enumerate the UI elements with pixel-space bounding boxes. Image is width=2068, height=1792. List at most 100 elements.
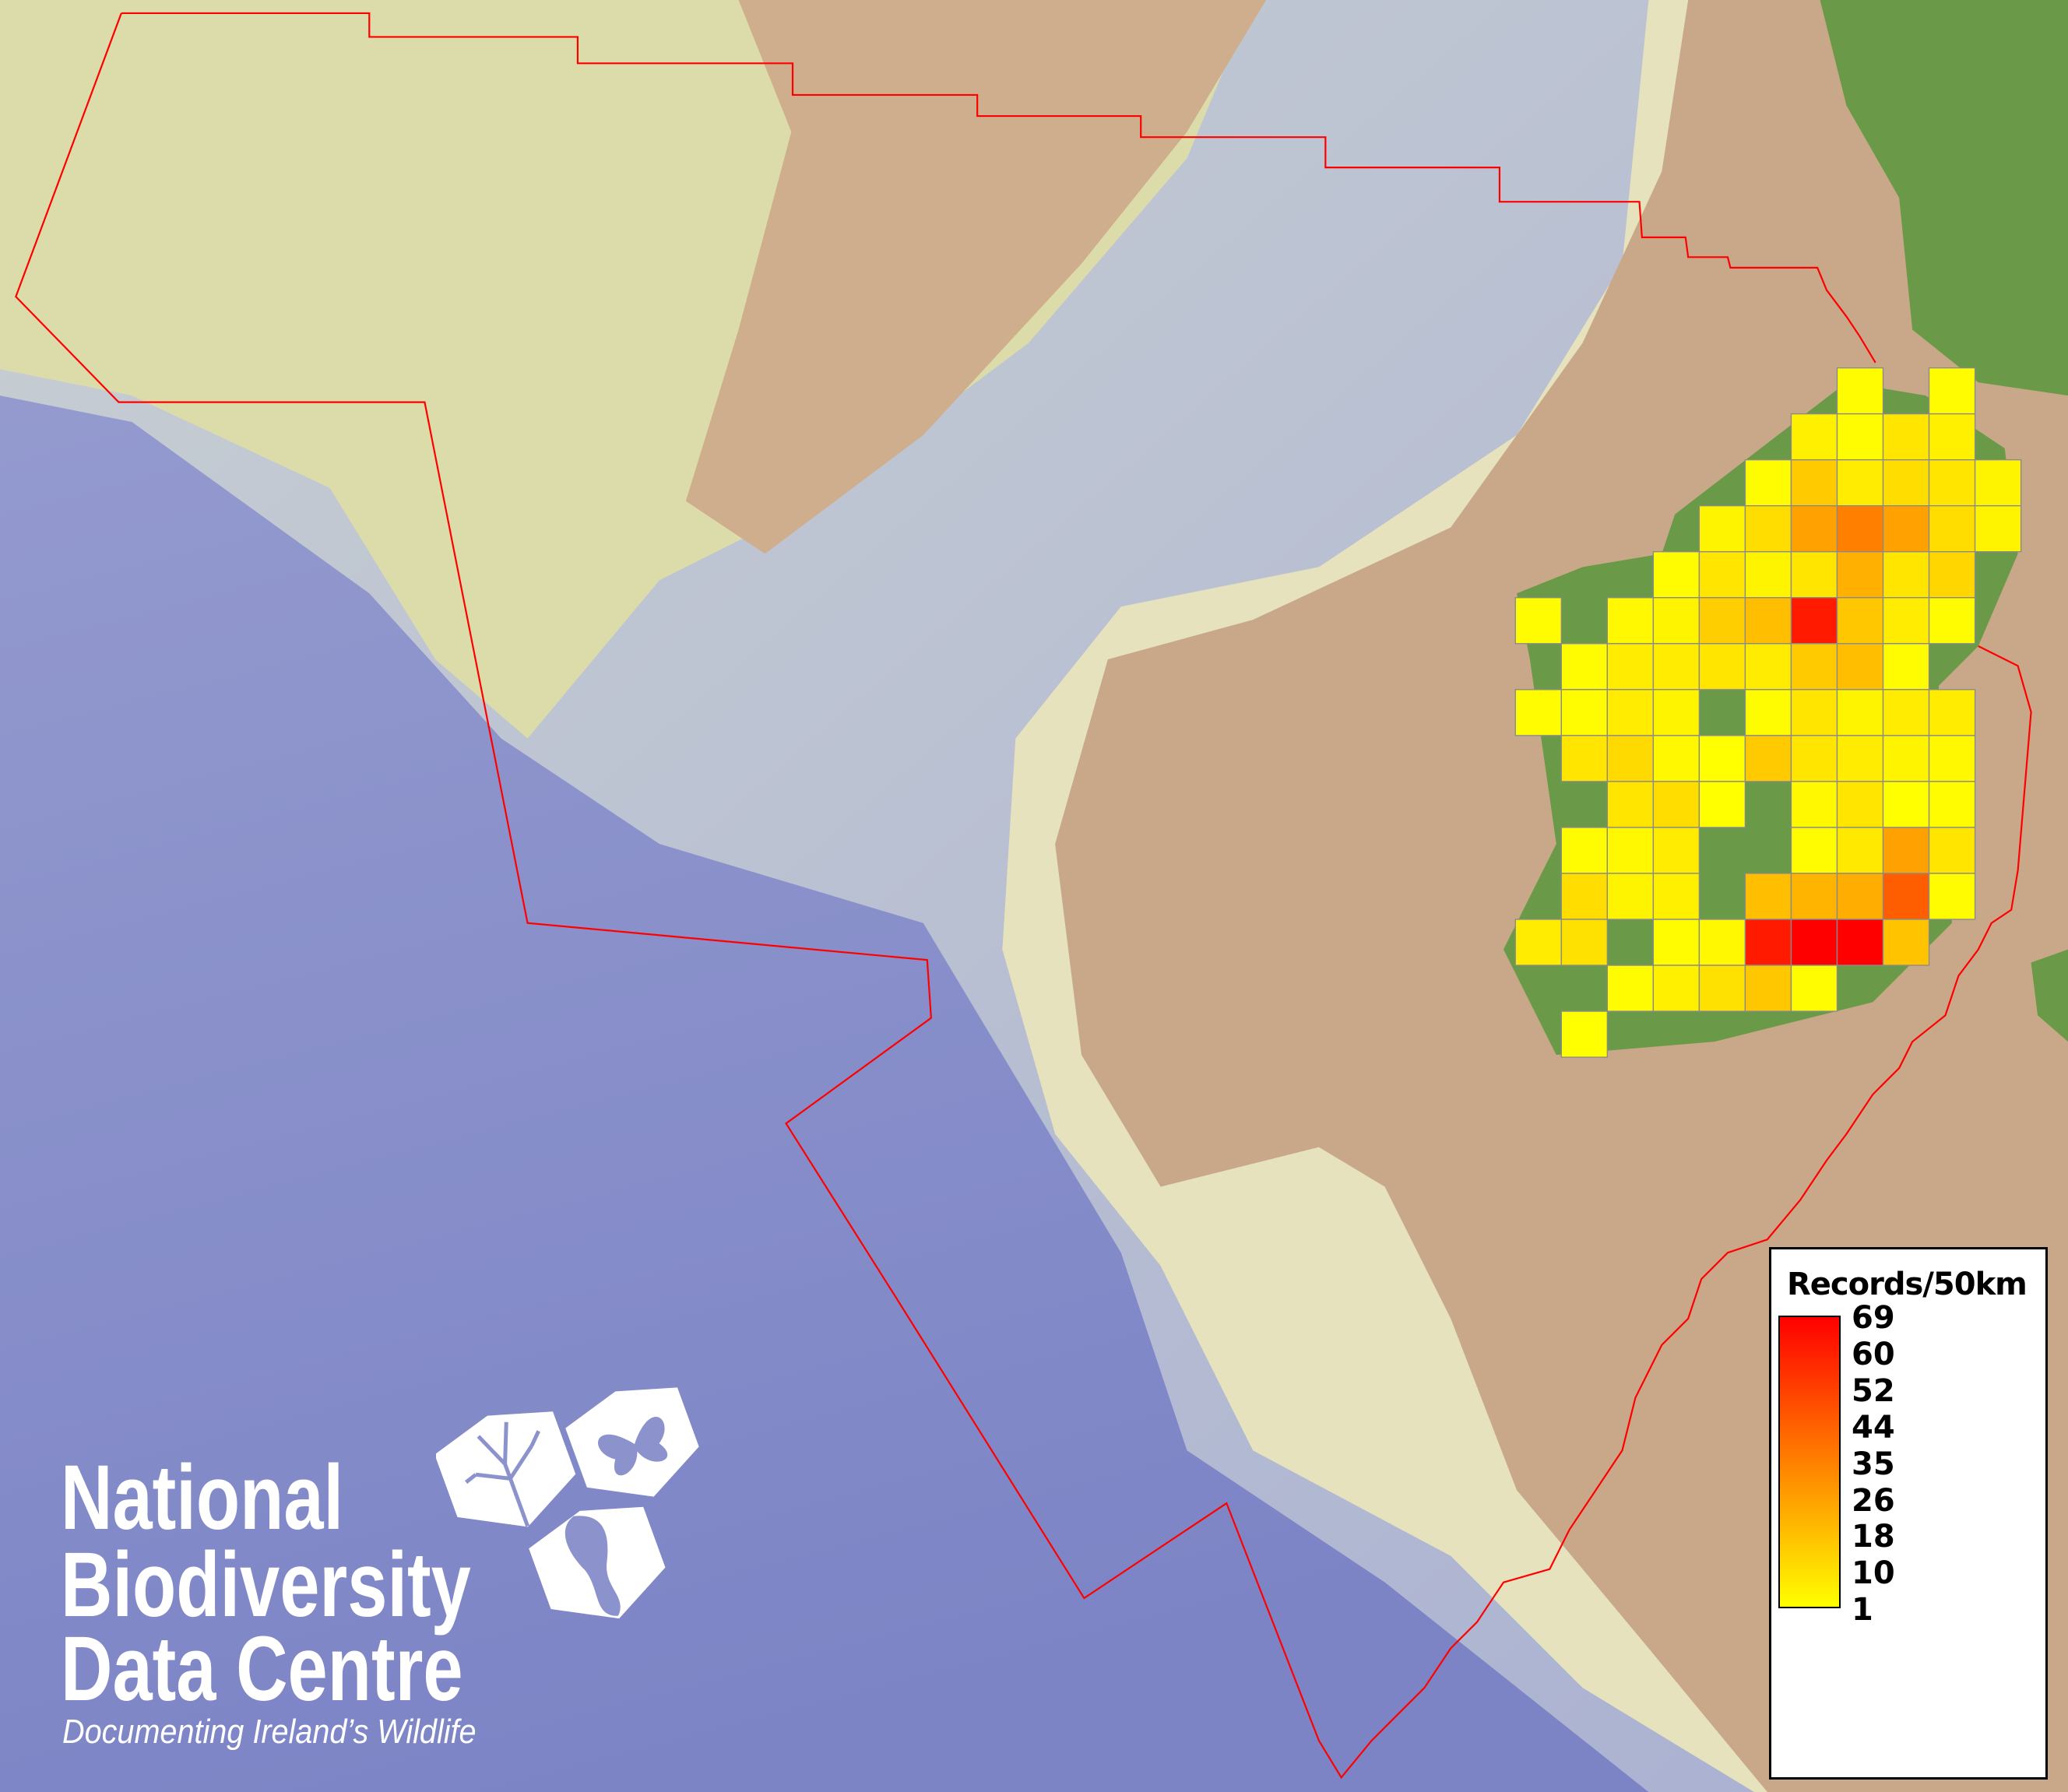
grid-cell <box>1606 643 1655 690</box>
logo-text-data-centre: Data Centre <box>61 1618 463 1720</box>
grid-cell <box>1744 597 1792 645</box>
grid-cell <box>1698 643 1746 690</box>
grid-cell <box>1836 597 1884 645</box>
grid-cell <box>1790 689 1838 736</box>
grid-cell <box>1790 781 1838 828</box>
grid-cell <box>1606 597 1655 645</box>
legend-title: Records/50km <box>1787 1267 2028 1302</box>
grid-cell <box>1790 735 1838 782</box>
grid-cell <box>1882 735 1930 782</box>
grid-cell <box>1882 413 1930 461</box>
legend: Records/50km 69 60 52 44 35 26 18 10 1 <box>1769 1247 2048 1780</box>
grid-cell <box>1514 919 1562 966</box>
grid-cell <box>1744 689 1792 736</box>
grid-cell <box>1652 965 1700 1012</box>
grid-cell <box>1560 735 1609 782</box>
grid-cell <box>1928 367 1976 415</box>
grid-cell <box>1790 873 1838 920</box>
grid-cell <box>1560 827 1609 874</box>
grid-cell <box>1560 643 1609 690</box>
grid-cell <box>1606 965 1655 1012</box>
grid-cell <box>1836 781 1884 828</box>
grid-cell <box>1606 781 1655 828</box>
grid-cell <box>1652 597 1700 645</box>
grid-cell <box>1928 551 1976 599</box>
grid-cell <box>1652 827 1700 874</box>
logo-tagline: Documenting Ireland’s Wildlife <box>62 1713 477 1751</box>
grid-cell <box>1790 459 1838 507</box>
grid-cell <box>1836 735 1884 782</box>
legend-label: 1 <box>1852 1592 1873 1629</box>
seahorse-icon <box>529 1506 666 1619</box>
grid-cell <box>1652 643 1700 690</box>
grid-cell <box>1790 597 1838 645</box>
grid-cell <box>1698 505 1746 553</box>
grid-cell <box>1882 643 1930 690</box>
grid-cell <box>1514 689 1562 736</box>
grid-cell <box>1928 827 1976 874</box>
grid-cell <box>1744 965 1792 1012</box>
land-wales <box>2031 949 2068 1042</box>
grid-cell <box>1836 551 1884 599</box>
grid-cell <box>1744 643 1792 690</box>
grid-cell <box>1744 873 1792 920</box>
grid-cell <box>1698 597 1746 645</box>
grid-cell <box>1836 643 1884 690</box>
grid-cell <box>1928 459 1976 507</box>
grid-cell <box>1974 459 2022 507</box>
grid-cell <box>1560 689 1609 736</box>
grid-cell <box>1698 965 1746 1012</box>
grid-cell <box>1744 505 1792 553</box>
grid-cell <box>1928 413 1976 461</box>
grid-cell <box>1652 919 1700 966</box>
grid-cell <box>1652 873 1700 920</box>
grid-cell <box>1882 873 1930 920</box>
grid-cell <box>1698 551 1746 599</box>
legend-label: 44 <box>1852 1409 1895 1446</box>
legend-label: 60 <box>1852 1336 1895 1372</box>
grid-cell <box>1652 735 1700 782</box>
tree-icon <box>436 1411 576 1527</box>
grid-cell <box>1928 781 1976 828</box>
grid-cell <box>1744 459 1792 507</box>
legend-label: 18 <box>1852 1519 1895 1555</box>
grid-cell <box>1652 551 1700 599</box>
grid-cell <box>1882 781 1930 828</box>
legend-label: 26 <box>1852 1482 1895 1519</box>
grid-cell <box>1974 505 2022 553</box>
grid-cell <box>1790 919 1838 966</box>
boundary-line-east <box>15 12 2032 1780</box>
grid-cell <box>1882 505 1930 553</box>
grid-cell <box>1606 873 1655 920</box>
grid-cell <box>1836 505 1884 553</box>
grid-cell <box>1928 873 1976 920</box>
grid-cell <box>1928 689 1976 736</box>
legend-label: 52 <box>1852 1372 1895 1409</box>
grid-cell <box>1560 873 1609 920</box>
grid-cell <box>1606 827 1655 874</box>
grid-cell <box>1882 689 1930 736</box>
grid-cell <box>1836 367 1884 415</box>
logo-emblem <box>436 1387 699 1619</box>
grid-cell <box>1514 597 1562 645</box>
grid-cell <box>1790 965 1838 1012</box>
grid-cell <box>1836 827 1884 874</box>
legend-label: 10 <box>1852 1555 1895 1592</box>
grid-cell <box>1836 919 1884 966</box>
grid-cell <box>1790 413 1838 461</box>
legend-color-ramp <box>1778 1316 1841 1608</box>
grid-cell <box>1836 413 1884 461</box>
grid-cell <box>1882 827 1930 874</box>
grid-cell <box>1836 873 1884 920</box>
grid-cell <box>1698 781 1746 828</box>
grid-cell <box>1606 735 1655 782</box>
grid-cell <box>1836 689 1884 736</box>
grid-cell <box>1744 735 1792 782</box>
butterfly-icon <box>565 1387 699 1497</box>
grid-cell <box>1744 919 1792 966</box>
grid-cell <box>1606 689 1655 736</box>
boundary-line <box>121 12 1876 364</box>
shelf-tan-north <box>685 0 1267 554</box>
grid-cell <box>1836 459 1884 507</box>
